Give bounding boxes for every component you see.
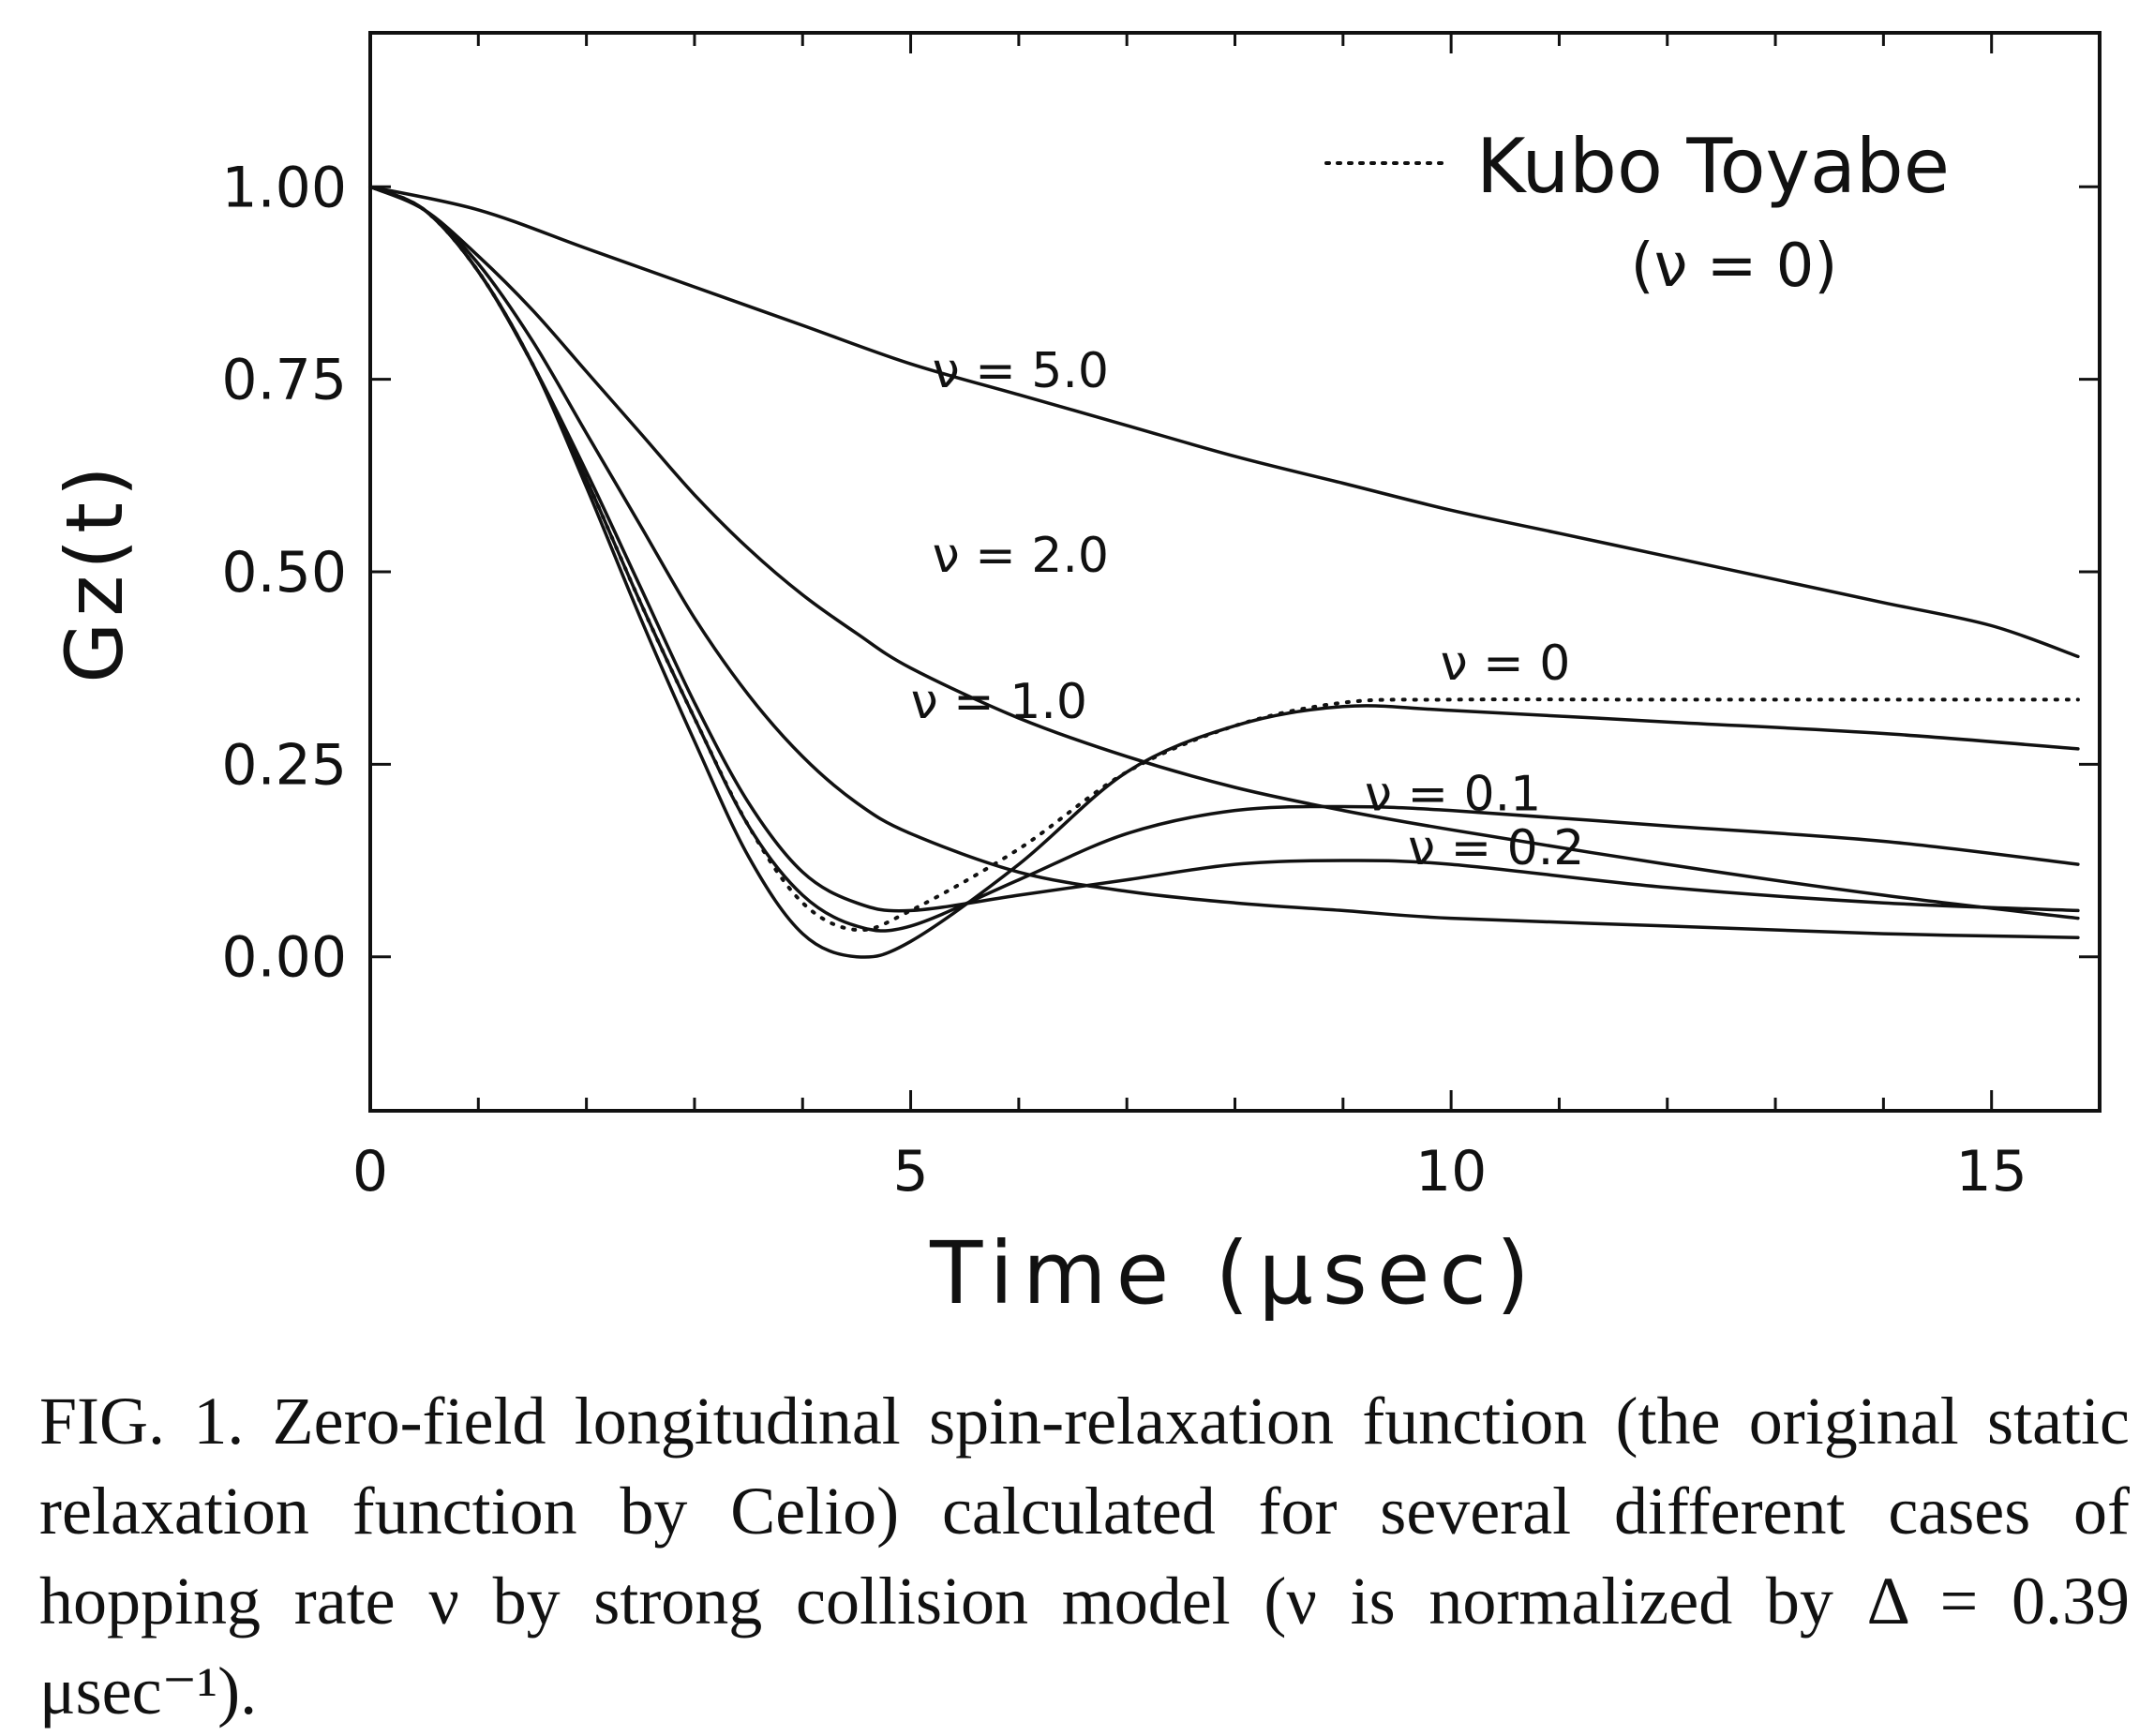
series-line-4 [368,185,2080,939]
curve-label: ν = 1.0 [911,674,1087,730]
y-tick-label: 0.75 [221,348,347,413]
y-tick-label: 0.50 [221,540,347,606]
curve-labels: ν = 5.0 ν = 2.0 ν = 1.0 ν = 0 ν = 0.1ν = 0.2 [911,343,1585,876]
x-axis-title: Time (μsec) [929,1223,1539,1324]
plot-frame [368,31,2102,1113]
x-tick-label: 0 [352,1139,388,1205]
figure-caption: FIG. 1. Zero-field longitudinal spin-rel… [39,1384,2130,1729]
legend: Kubo Toyabe (ν = 0) [1324,123,1950,301]
y-tick-label: 1.00 [221,155,347,220]
legend-sublabel: (ν = 0) [1631,232,1838,301]
series-line-3 [368,185,2080,913]
y-axis-title: Gz(t) [49,460,141,683]
series-layer [368,185,2080,959]
x-tick-label: 15 [1956,1139,2027,1205]
curve-label: ν = 0.1 [1365,767,1541,823]
series-line-5 [368,185,2080,920]
series-line-6 [368,185,2080,659]
y-tick-labels: 0.00 0.25 0.50 0.75 1.00 [221,155,347,990]
curve-label: ν = 2.0 [933,528,1109,584]
curve-label: ν = 0.2 [1408,820,1584,876]
x-tick-label: 5 [892,1139,928,1205]
axis-ticks [368,33,2102,1111]
y-tick-label: 0.00 [221,925,347,991]
x-tick-label: 10 [1415,1139,1487,1205]
y-tick-label: 0.25 [221,732,347,798]
legend-label: Kubo Toyabe [1476,123,1950,210]
x-tick-labels: 0 5 10 15 [352,1139,2027,1205]
relaxation-chart: 0 5 10 15 0.00 0.25 0.50 0.75 1.00 ν = 5.0 ν = 2… [49,31,2102,1324]
curve-label: ν = 5.0 [933,343,1109,399]
curve-label: ν = 0 [1441,636,1571,692]
